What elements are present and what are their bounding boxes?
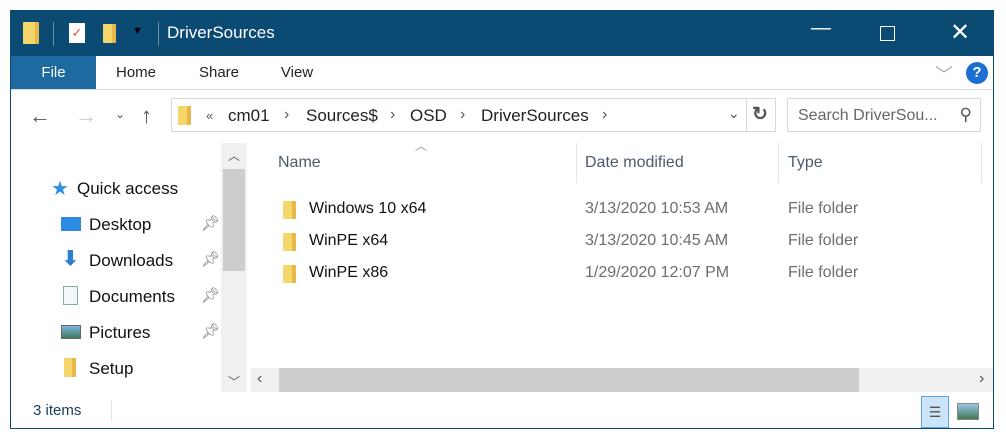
crumb-osd[interactable]: OSD: [410, 106, 447, 125]
pin-icon[interactable]: 📌︎: [201, 251, 221, 268]
title-bar: ✓ ▼ DriverSources — ✕: [11, 11, 993, 56]
divider: [746, 99, 747, 131]
file-row[interactable]: Windows 10 x64 3/13/2020 10:53 AM File f…: [251, 194, 981, 226]
file-date: 3/13/2020 10:45 AM: [585, 232, 729, 249]
column-divider[interactable]: [981, 143, 982, 183]
maximize-button[interactable]: [880, 26, 895, 41]
nav-label: Desktop: [89, 215, 152, 234]
file-name: WinPE x86: [309, 264, 389, 281]
scroll-thumb[interactable]: [279, 368, 859, 392]
large-icons-view-button[interactable]: [957, 403, 979, 420]
tab-file[interactable]: File: [11, 56, 96, 89]
divider: [158, 22, 159, 46]
nav-label: Pictures: [89, 323, 151, 342]
column-divider[interactable]: [778, 143, 779, 183]
file-date: 3/13/2020 10:53 AM: [585, 200, 729, 217]
file-name: Windows 10 x64: [309, 200, 427, 217]
documents-icon: [63, 286, 78, 305]
file-type: File folder: [788, 232, 859, 249]
chevron-right-icon[interactable]: ›: [602, 106, 608, 123]
details-view-button[interactable]: ☰: [921, 396, 949, 428]
scroll-left-icon[interactable]: ‹: [257, 370, 263, 387]
crumb-sources[interactable]: Sources$: [306, 106, 378, 125]
nav-desktop[interactable]: Desktop 📌︎: [11, 208, 221, 242]
search-placeholder: Search DriverSou...: [798, 107, 938, 124]
pictures-icon: [61, 325, 81, 339]
nav-label: Documents: [89, 287, 175, 306]
forward-button[interactable]: →: [75, 103, 97, 128]
search-icon[interactable]: ⚲: [959, 105, 972, 124]
folder-icon: [64, 358, 76, 377]
scroll-thumb[interactable]: [223, 169, 245, 271]
scroll-down-icon[interactable]: ﹀: [228, 375, 241, 389]
tab-home[interactable]: Home: [115, 64, 156, 81]
file-date: 1/29/2020 12:07 PM: [585, 264, 730, 281]
nav-downloads[interactable]: ⬇ Downloads 📌︎: [11, 244, 221, 278]
sort-ascending-icon: ︿: [415, 139, 428, 153]
folder-icon: [23, 22, 39, 44]
close-button[interactable]: ✕: [950, 19, 971, 46]
recent-locations-button[interactable]: ⌄: [115, 107, 126, 121]
pin-icon[interactable]: 📌︎: [201, 215, 221, 232]
file-type: File folder: [788, 264, 859, 281]
chevron-right-icon[interactable]: ›: [284, 106, 290, 123]
nav-label: Setup: [89, 359, 134, 378]
nav-label: Quick access: [77, 179, 179, 198]
back-button[interactable]: ←: [29, 103, 51, 128]
window-title: DriverSources: [167, 23, 275, 42]
column-divider[interactable]: [576, 143, 577, 183]
explorer-window: ✓ ▼ DriverSources — ✕ File Home Share Vi…: [10, 10, 994, 429]
help-button[interactable]: ?: [966, 62, 988, 84]
tab-share[interactable]: Share: [198, 64, 240, 81]
crumb-cm01[interactable]: cm01: [228, 106, 270, 125]
refresh-button[interactable]: ↻: [752, 104, 768, 125]
folder-icon: [178, 106, 191, 125]
file-name: WinPE x64: [309, 232, 389, 249]
star-icon: ★: [51, 178, 69, 200]
chevron-right-icon[interactable]: ›: [460, 106, 466, 123]
status-bar: 3 items ☰: [11, 396, 993, 429]
chevron-right-icon[interactable]: ›: [390, 106, 396, 123]
nav-label: Downloads: [89, 251, 174, 270]
properties-icon[interactable]: ✓: [69, 23, 85, 43]
download-icon: ⬇: [62, 248, 79, 270]
nav-documents[interactable]: Documents 📌︎: [11, 280, 221, 314]
up-button[interactable]: ↑: [141, 103, 152, 128]
customize-toolbar-icon[interactable]: ▼: [132, 25, 143, 37]
scroll-right-icon[interactable]: ›: [979, 370, 985, 387]
column-header-type[interactable]: Type: [788, 154, 823, 171]
ribbon: File Home Share View ﹀ ?: [11, 56, 993, 90]
pin-icon[interactable]: 📌︎: [201, 323, 221, 340]
nav-quick-access[interactable]: ★ Quick access: [11, 172, 221, 206]
folder-icon: [283, 201, 296, 219]
search-input[interactable]: Search DriverSou... ⚲: [787, 98, 981, 132]
nav-pictures[interactable]: Pictures 📌︎: [11, 316, 221, 350]
pin-icon[interactable]: 📌︎: [201, 287, 221, 304]
folder-icon: [283, 265, 296, 283]
horizontal-scrollbar[interactable]: ‹ ›: [251, 368, 993, 392]
file-row[interactable]: WinPE x86 1/29/2020 12:07 PM File folder: [251, 258, 981, 290]
folder-icon: [283, 233, 296, 251]
desktop-icon: [61, 217, 81, 231]
expand-ribbon-icon[interactable]: ﹀: [935, 65, 953, 85]
nav-scrollbar[interactable]: ︿ ﹀: [221, 143, 247, 392]
new-folder-icon[interactable]: [103, 24, 116, 43]
address-bar[interactable]: « cm01 › Sources$ › OSD › DriverSources …: [171, 98, 776, 132]
column-header-name[interactable]: Name: [278, 154, 321, 171]
address-dropdown-icon[interactable]: ⌄: [728, 105, 740, 121]
crumb-driversources[interactable]: DriverSources: [481, 106, 589, 125]
file-row[interactable]: WinPE x64 3/13/2020 10:45 AM File folder: [251, 226, 981, 258]
divider: [111, 400, 112, 422]
tab-view[interactable]: View: [280, 64, 314, 81]
nav-setup[interactable]: Setup: [11, 352, 221, 386]
item-count: 3 items: [33, 402, 82, 419]
scroll-up-icon[interactable]: ︿: [228, 149, 241, 163]
minimize-button[interactable]: —: [811, 17, 831, 39]
file-type: File folder: [788, 200, 859, 217]
overflow-icon[interactable]: «: [206, 108, 214, 123]
column-header-date[interactable]: Date modified: [585, 154, 684, 171]
divider: [53, 22, 54, 46]
